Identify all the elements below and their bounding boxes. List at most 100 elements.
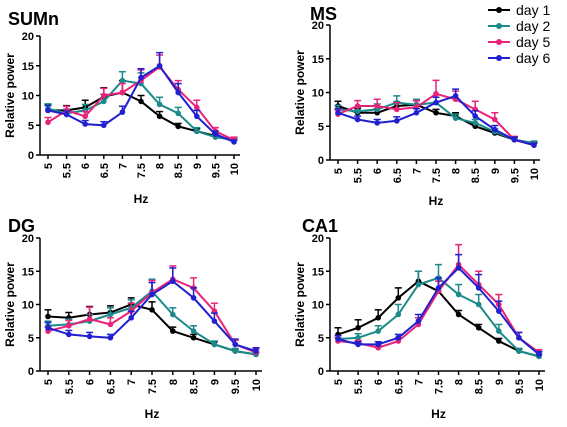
data-point <box>516 334 522 341</box>
data-point <box>82 121 88 127</box>
data-point <box>175 110 181 117</box>
series-day-6 <box>334 88 538 148</box>
y-tick-label: 5 <box>28 333 34 345</box>
legend-label: day 6 <box>516 50 550 66</box>
data-point <box>472 120 479 126</box>
data-point <box>415 281 422 288</box>
x-tick-label: 7 <box>411 168 423 174</box>
y-tick-label: 20 <box>312 20 324 32</box>
data-point <box>194 104 200 111</box>
x-tick-label: 6.5 <box>392 168 404 183</box>
x-tick-label: 9.5 <box>210 163 222 178</box>
x-tick-label: 7 <box>117 163 129 169</box>
data-point <box>375 315 382 321</box>
data-point <box>101 98 107 105</box>
data-point <box>149 307 155 313</box>
data-point <box>511 136 518 143</box>
data-point <box>496 308 502 314</box>
y-tick-label: 20 <box>22 31 34 43</box>
x-tick-label: 8 <box>451 168 463 174</box>
data-point <box>355 341 361 348</box>
data-point <box>335 109 341 116</box>
data-point <box>149 291 155 298</box>
data-point <box>475 301 482 308</box>
x-tick-label: 7 <box>413 379 425 385</box>
data-point <box>190 295 197 301</box>
x-tick-label: 8.5 <box>470 168 482 183</box>
data-point <box>375 328 382 334</box>
series-day-1 <box>334 99 538 146</box>
y-tick-label: 0 <box>318 155 324 167</box>
data-point <box>455 291 462 298</box>
x-tick-label: 9 <box>192 163 204 169</box>
data-point <box>413 109 420 116</box>
y-tick-label: 5 <box>318 121 324 133</box>
data-point <box>531 142 537 148</box>
data-point <box>170 278 176 285</box>
x-tick-label: 8.5 <box>173 163 185 178</box>
data-point <box>45 313 51 320</box>
data-point <box>475 285 482 291</box>
y-axis-title: Relative power <box>293 262 307 347</box>
data-point <box>86 333 93 340</box>
data-point <box>119 77 126 84</box>
x-tick-label: 8 <box>454 379 466 385</box>
series-day-6 <box>334 253 543 358</box>
data-point <box>66 322 72 329</box>
y-tick-label: 0 <box>318 366 324 378</box>
data-point <box>63 111 70 118</box>
y-tick-label: 10 <box>312 300 324 312</box>
data-point <box>395 334 402 341</box>
x-tick-label: 5 <box>43 379 55 385</box>
x-tick-label: 10 <box>229 163 241 175</box>
x-tick-label: 10 <box>534 379 546 391</box>
legend-entry: day 5 <box>488 34 550 50</box>
y-tick-label: 20 <box>312 233 324 245</box>
x-tick-label: 5.5 <box>353 168 365 183</box>
data-point <box>128 315 134 321</box>
y-tick-label: 15 <box>22 266 34 278</box>
data-point <box>516 348 522 354</box>
data-point <box>212 131 219 137</box>
data-point <box>231 139 237 145</box>
x-tick-label: 9.5 <box>509 168 521 183</box>
data-point <box>354 108 361 115</box>
data-point <box>82 113 88 120</box>
x-tick-label: 5.5 <box>353 379 365 394</box>
x-tick-label: 9 <box>490 168 502 174</box>
panel-title: MS <box>310 4 337 24</box>
data-point <box>232 348 238 354</box>
data-point <box>45 324 51 331</box>
legend-swatch-marker <box>496 23 502 29</box>
x-tick-label: 7.5 <box>147 379 159 394</box>
series-day-5 <box>334 243 543 356</box>
data-point <box>190 334 197 341</box>
x-tick-label: 5 <box>43 163 55 169</box>
x-axis-title: Hz <box>431 407 446 421</box>
data-point <box>170 311 176 318</box>
data-point <box>492 126 498 133</box>
data-point <box>190 328 197 334</box>
panel-title: DG <box>8 216 35 236</box>
data-point <box>211 318 218 324</box>
data-point <box>175 89 181 96</box>
x-tick-label: 6.5 <box>393 379 405 394</box>
y-axis-title: Relative power <box>293 50 307 135</box>
x-tick-label: 8.5 <box>189 379 201 394</box>
x-tick-label: 9.5 <box>230 379 242 394</box>
panel-ca1: CA1 0 5 10 15 20 5 5.5 6 6.5 7 7.5 8 8.5 9 9.5 10 Relativ… <box>293 216 546 421</box>
x-tick-label: 9.5 <box>514 379 526 394</box>
data-point <box>374 120 381 126</box>
data-point <box>472 113 479 119</box>
data-point <box>395 311 402 318</box>
data-point <box>107 321 114 328</box>
data-point <box>211 341 218 348</box>
x-tick-label: 5 <box>333 379 345 385</box>
data-point <box>253 348 259 354</box>
x-tick-label: 7.5 <box>434 379 446 394</box>
legend-swatch-marker <box>496 39 502 45</box>
y-axis-title: Relative power <box>3 262 17 347</box>
data-point <box>335 336 341 342</box>
